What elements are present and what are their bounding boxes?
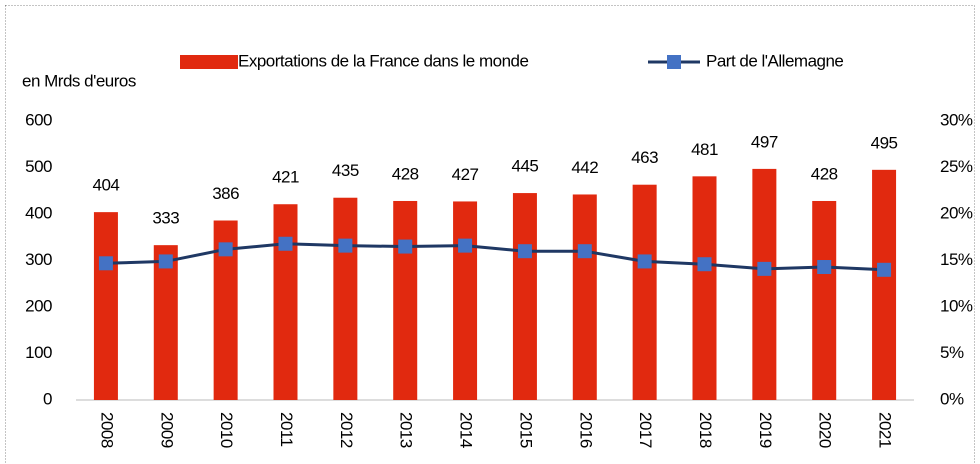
bar <box>692 176 717 400</box>
bar <box>333 197 358 400</box>
y-tick-label: 300 <box>25 250 52 269</box>
bar-value-label: 435 <box>332 161 359 180</box>
y2-tick-label: 25% <box>940 157 973 176</box>
x-tick-label: 2016 <box>576 412 595 448</box>
line-marker <box>98 256 113 271</box>
y2-tick-label: 20% <box>940 203 973 222</box>
y2-tick-label: 0% <box>940 389 964 408</box>
y-tick-label: 0 <box>43 389 52 408</box>
line-marker <box>697 257 712 272</box>
x-tick-label: 2014 <box>457 412 476 448</box>
bar-value-label: 481 <box>691 140 718 159</box>
y-tick-label: 600 <box>25 110 52 129</box>
line-marker <box>577 244 592 259</box>
line-marker <box>158 254 173 269</box>
line <box>105 242 885 272</box>
x-tick-label: 2020 <box>816 412 835 448</box>
x-tick-label: 2017 <box>636 412 655 448</box>
bar <box>812 200 837 400</box>
y2-tick-label: 15% <box>940 250 973 269</box>
y-tick-label: 100 <box>25 343 52 362</box>
bar-value-label: 445 <box>511 157 538 176</box>
line-marker <box>817 260 832 275</box>
chart-border <box>5 5 975 464</box>
legend-swatch <box>180 55 238 69</box>
bar-value-label: 497 <box>751 132 778 151</box>
bar-value-label: 386 <box>212 184 239 203</box>
x-tick-label: 2018 <box>696 412 715 448</box>
bar-value-label: 421 <box>272 168 299 187</box>
y-tick-label: 200 <box>25 296 52 315</box>
x-tick-label: 2021 <box>876 412 895 448</box>
line-marker <box>637 254 652 269</box>
legend-label: Part de l'Allemagne <box>706 51 843 70</box>
y-tick-label: 500 <box>25 157 52 176</box>
bar <box>273 204 298 400</box>
bar-value-label: 427 <box>452 165 479 184</box>
line-marker <box>458 238 473 253</box>
bar <box>393 200 418 400</box>
x-tick-label: 2009 <box>157 412 176 448</box>
bar <box>153 245 178 400</box>
bar <box>752 168 777 400</box>
bar-value-label: 428 <box>392 164 419 183</box>
line-marker <box>877 262 892 277</box>
x-tick-label: 2008 <box>97 412 116 448</box>
bar-value-label: 463 <box>631 148 658 167</box>
line-marker <box>398 239 413 254</box>
legend-marker <box>667 55 681 69</box>
line-marker <box>517 244 532 259</box>
x-tick-label: 2011 <box>277 412 296 447</box>
line-marker <box>757 261 772 276</box>
y-axis-label: en Mrds d'euros <box>22 71 136 90</box>
bar <box>453 201 478 400</box>
line-marker <box>338 238 353 253</box>
line-marker <box>218 242 233 257</box>
bar-value-label: 495 <box>871 133 898 152</box>
bar-value-label: 333 <box>152 209 179 228</box>
bar <box>572 194 597 400</box>
bar-value-label: 428 <box>811 164 838 183</box>
x-tick-label: 2012 <box>337 412 356 448</box>
bar <box>93 212 118 400</box>
x-tick-label: 2013 <box>397 412 416 448</box>
bar-value-label: 404 <box>92 176 119 195</box>
x-tick-label: 2010 <box>217 412 236 448</box>
bar <box>872 169 897 400</box>
y2-tick-label: 30% <box>940 110 973 129</box>
legend-label: Exportations de la France dans le monde <box>238 51 529 70</box>
bar <box>512 193 537 400</box>
y-tick-label: 400 <box>25 203 52 222</box>
x-tick-label: 2019 <box>756 412 775 448</box>
bar <box>632 184 657 400</box>
y2-tick-label: 5% <box>940 343 964 362</box>
y2-tick-label: 10% <box>940 296 973 315</box>
line-marker <box>278 236 293 251</box>
bar-value-label: 442 <box>571 158 598 177</box>
x-tick-label: 2015 <box>516 412 535 448</box>
